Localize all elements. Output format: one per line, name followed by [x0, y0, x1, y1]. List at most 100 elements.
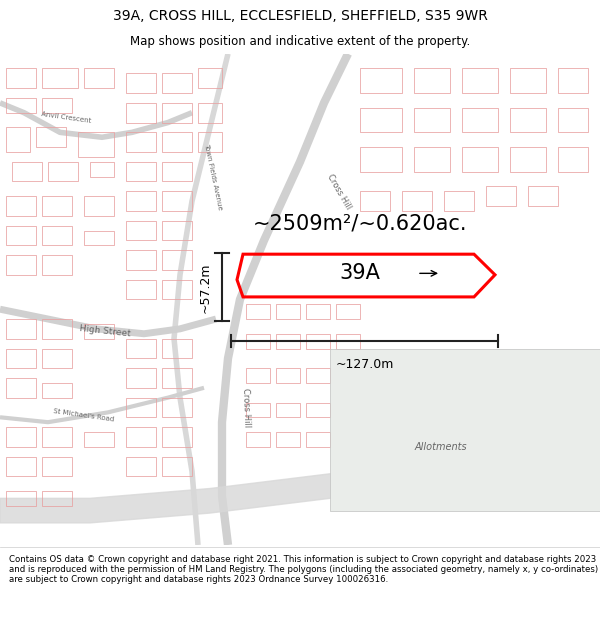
- Bar: [246, 432, 270, 447]
- Bar: [6, 491, 36, 506]
- Bar: [306, 334, 330, 349]
- Bar: [42, 427, 72, 447]
- Bar: [162, 191, 192, 211]
- Bar: [6, 427, 36, 447]
- Bar: [462, 147, 498, 172]
- Bar: [36, 127, 66, 147]
- Bar: [246, 402, 270, 418]
- Text: High Street: High Street: [79, 324, 131, 339]
- Bar: [84, 432, 114, 447]
- Bar: [306, 432, 330, 447]
- Bar: [42, 226, 72, 246]
- Bar: [48, 162, 78, 181]
- Bar: [126, 132, 156, 152]
- Text: 39A, CROSS HILL, ECCLESFIELD, SHEFFIELD, S35 9WR: 39A, CROSS HILL, ECCLESFIELD, SHEFFIELD,…: [113, 9, 487, 23]
- Bar: [162, 162, 192, 181]
- Bar: [162, 132, 192, 152]
- Bar: [336, 334, 360, 349]
- Bar: [198, 132, 222, 152]
- Bar: [444, 191, 474, 211]
- Bar: [6, 457, 36, 476]
- Text: St Michael's Road: St Michael's Road: [53, 408, 115, 422]
- Bar: [360, 107, 402, 132]
- Bar: [126, 368, 156, 388]
- Bar: [336, 304, 360, 319]
- Bar: [360, 191, 390, 211]
- Bar: [6, 98, 36, 112]
- Bar: [6, 349, 36, 368]
- Bar: [162, 221, 192, 241]
- Bar: [336, 368, 360, 383]
- Bar: [414, 69, 450, 93]
- Bar: [42, 383, 72, 398]
- Bar: [162, 250, 192, 270]
- Bar: [246, 368, 270, 383]
- Bar: [126, 221, 156, 241]
- Bar: [276, 368, 300, 383]
- Bar: [246, 304, 270, 319]
- Bar: [42, 69, 78, 88]
- Bar: [336, 402, 360, 418]
- Bar: [360, 69, 402, 93]
- Bar: [6, 319, 36, 339]
- Bar: [6, 255, 36, 275]
- Text: Contains OS data © Crown copyright and database right 2021. This information is : Contains OS data © Crown copyright and d…: [9, 554, 598, 584]
- Bar: [306, 368, 330, 383]
- Bar: [510, 147, 546, 172]
- Bar: [462, 107, 498, 132]
- Bar: [6, 196, 36, 216]
- Bar: [276, 402, 300, 418]
- Text: Cross Hill: Cross Hill: [325, 172, 353, 211]
- Bar: [12, 162, 42, 181]
- Bar: [126, 103, 156, 122]
- Bar: [126, 280, 156, 299]
- Bar: [162, 368, 192, 388]
- Text: ~57.2m: ~57.2m: [198, 262, 211, 312]
- Bar: [42, 349, 72, 368]
- Bar: [84, 324, 114, 339]
- Bar: [126, 339, 156, 358]
- Bar: [402, 191, 432, 211]
- Bar: [306, 402, 330, 418]
- Bar: [558, 147, 588, 172]
- Text: 39A: 39A: [339, 263, 380, 283]
- Bar: [84, 231, 114, 246]
- Bar: [276, 432, 300, 447]
- Text: Town Fields Avenue: Town Fields Avenue: [203, 142, 223, 211]
- Text: Map shows position and indicative extent of the property.: Map shows position and indicative extent…: [130, 36, 470, 48]
- Bar: [126, 191, 156, 211]
- Bar: [558, 69, 588, 93]
- Bar: [162, 457, 192, 476]
- Bar: [126, 457, 156, 476]
- Bar: [276, 334, 300, 349]
- Bar: [126, 250, 156, 270]
- Bar: [462, 69, 498, 93]
- Bar: [6, 69, 36, 88]
- Bar: [276, 304, 300, 319]
- Bar: [246, 334, 270, 349]
- Bar: [162, 427, 192, 447]
- Bar: [198, 69, 222, 88]
- Bar: [414, 107, 450, 132]
- Bar: [330, 349, 600, 511]
- Bar: [6, 127, 30, 152]
- Bar: [486, 186, 516, 206]
- Text: Anvil Crescent: Anvil Crescent: [41, 111, 91, 124]
- Bar: [126, 427, 156, 447]
- Bar: [6, 226, 36, 246]
- Bar: [558, 107, 588, 132]
- Bar: [84, 196, 114, 216]
- Bar: [78, 132, 114, 157]
- Bar: [360, 147, 402, 172]
- Bar: [414, 147, 450, 172]
- Text: ~127.0m: ~127.0m: [335, 358, 394, 371]
- Bar: [510, 69, 546, 93]
- Bar: [42, 457, 72, 476]
- Bar: [510, 107, 546, 132]
- Bar: [162, 73, 192, 93]
- Bar: [6, 378, 36, 398]
- Bar: [126, 398, 156, 418]
- Text: ~2509m²/~0.620ac.: ~2509m²/~0.620ac.: [253, 213, 467, 233]
- Bar: [162, 103, 192, 122]
- Bar: [42, 319, 72, 339]
